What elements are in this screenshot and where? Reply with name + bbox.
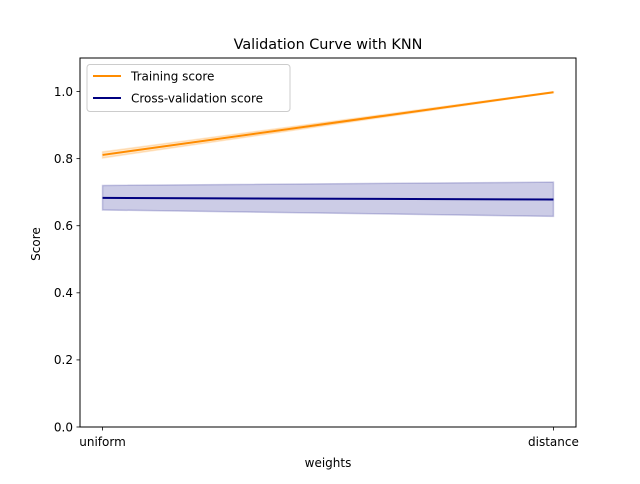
x-axis-label: weights [305, 456, 352, 470]
legend-box [86, 64, 291, 112]
cross-validation-score-line [102, 196, 554, 201]
x-tick-label-uniform: uniform [79, 435, 126, 449]
y-tick-label-0-4: 0.4 [54, 286, 73, 300]
y-axis-label: Score [29, 227, 43, 261]
lines-layer [102, 91, 554, 201]
y-axis-ticks: 0.0 0.2 0.4 0.6 0.8 1.0 [54, 85, 80, 434]
x-axis-ticks: uniform distance [79, 427, 579, 449]
legend-label-cross-validation-score: Cross-validation score [131, 91, 263, 105]
training-score-line [102, 91, 554, 156]
plot-area-frame [79, 57, 577, 428]
y-tick-label-0-2: 0.2 [54, 353, 73, 367]
x-tick-label-distance: distance [528, 435, 579, 449]
y-tick-label-1-0: 1.0 [54, 85, 73, 99]
legend: Training score Cross-validation score [86, 64, 291, 112]
y-tick-label-0-0: 0.0 [54, 420, 73, 434]
y-tick-label-0-6: 0.6 [54, 219, 73, 233]
legend-label-training-score: Training score [130, 69, 214, 83]
y-tick-label-0-8: 0.8 [54, 152, 73, 166]
chart-title: Validation Curve with KNN [234, 37, 423, 53]
